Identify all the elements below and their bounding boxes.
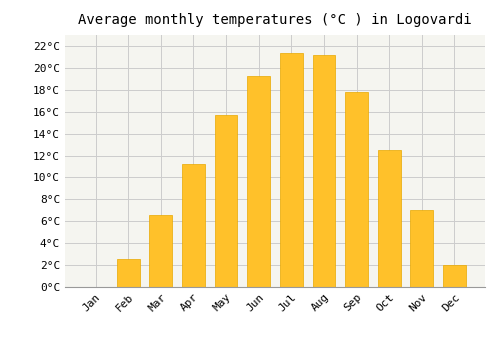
Title: Average monthly temperatures (°C ) in Logovardi: Average monthly temperatures (°C ) in Lo… [78, 13, 472, 27]
Bar [345, 92, 368, 287]
Bar [150, 215, 172, 287]
Bar [280, 52, 302, 287]
Bar [443, 265, 466, 287]
Bar [378, 150, 400, 287]
Bar [182, 164, 205, 287]
Bar [312, 55, 336, 287]
Bar [214, 115, 238, 287]
Bar [248, 76, 270, 287]
Bar [410, 210, 434, 287]
Bar [116, 259, 140, 287]
